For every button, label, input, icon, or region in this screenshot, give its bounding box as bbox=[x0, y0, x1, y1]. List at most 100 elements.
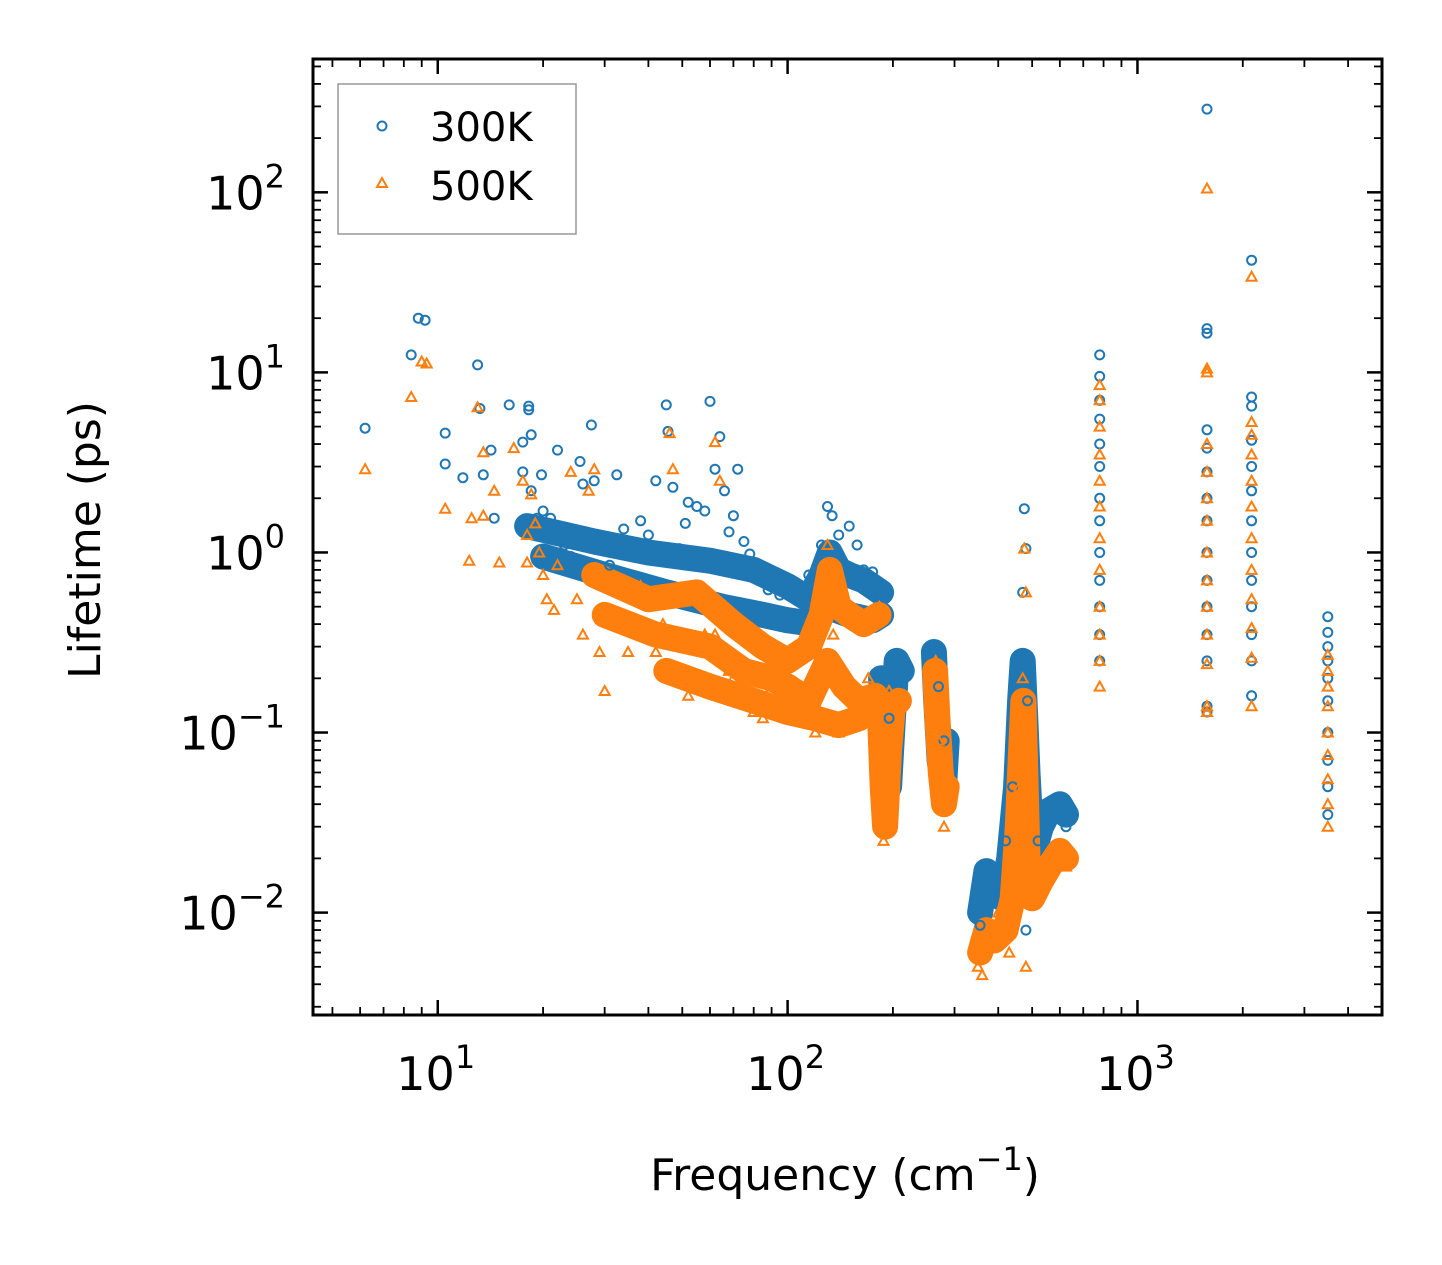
point-300k bbox=[1246, 400, 1258, 412]
point-300k bbox=[523, 400, 535, 412]
point-500k bbox=[1244, 269, 1259, 282]
point-300k bbox=[1094, 547, 1106, 558]
point-300k bbox=[1322, 611, 1334, 623]
point-500k bbox=[1321, 647, 1335, 660]
point-500k bbox=[666, 462, 680, 475]
series-500k bbox=[358, 181, 1335, 981]
point-300k bbox=[883, 712, 895, 724]
x-tick-label: 101 bbox=[396, 1038, 475, 1101]
point-500k bbox=[1321, 772, 1335, 785]
point-300k bbox=[1043, 809, 1055, 821]
point-500k bbox=[1017, 541, 1031, 554]
point-500k bbox=[690, 639, 704, 652]
point-500k bbox=[590, 562, 604, 575]
point-300k bbox=[577, 478, 589, 490]
y-tick-label: 10−2 bbox=[179, 878, 285, 941]
point-500k bbox=[929, 653, 943, 666]
point-500k bbox=[564, 464, 578, 477]
point-300k bbox=[1246, 629, 1258, 641]
point-300k bbox=[552, 444, 563, 456]
point-500k bbox=[507, 441, 521, 454]
point-300k bbox=[412, 312, 424, 324]
point-500k bbox=[520, 527, 534, 540]
tick-labels: 101 102 103 10−2 10−1 100 101 102 bbox=[179, 157, 1175, 1101]
point-500k bbox=[516, 473, 530, 486]
point-500k bbox=[1321, 699, 1335, 712]
y-tick-label: 10−1 bbox=[179, 698, 285, 761]
point-300k bbox=[1022, 695, 1033, 707]
point-500k bbox=[487, 483, 501, 496]
point-300k bbox=[738, 536, 750, 547]
point-300k bbox=[867, 566, 879, 578]
point-500k bbox=[1200, 599, 1214, 612]
point-500k bbox=[1200, 181, 1214, 194]
point-300k bbox=[691, 501, 703, 512]
point-500k bbox=[462, 553, 476, 566]
point-500k bbox=[536, 567, 550, 580]
point-300k bbox=[1020, 924, 1032, 936]
point-500k bbox=[656, 617, 670, 630]
point-300k bbox=[704, 395, 716, 407]
point-500k bbox=[1244, 592, 1259, 605]
point-500k bbox=[1200, 657, 1214, 670]
point-300k bbox=[660, 399, 672, 411]
point-300k bbox=[679, 517, 691, 529]
point-300k bbox=[1322, 809, 1334, 821]
point-500k bbox=[470, 400, 485, 413]
point-500k bbox=[1019, 585, 1033, 598]
point-500k bbox=[991, 905, 1005, 918]
dense-band-300k-0 bbox=[514, 513, 895, 613]
point-500k bbox=[1093, 562, 1107, 575]
point-500k bbox=[404, 389, 418, 402]
point-500k bbox=[633, 579, 648, 592]
point-300k bbox=[1032, 835, 1044, 847]
point-500k bbox=[582, 483, 596, 496]
point-300k bbox=[1246, 515, 1258, 527]
point-500k bbox=[547, 602, 561, 615]
point-300k bbox=[1000, 835, 1012, 847]
point-500k bbox=[726, 671, 741, 684]
point-300k bbox=[709, 463, 721, 475]
point-500k bbox=[1244, 699, 1259, 712]
point-300k bbox=[525, 429, 537, 441]
point-500k bbox=[1059, 859, 1073, 872]
point-300k bbox=[988, 880, 1000, 892]
point-300k bbox=[974, 919, 986, 931]
point-300k bbox=[642, 529, 654, 541]
point-500k bbox=[1093, 378, 1107, 391]
point-500k bbox=[1244, 447, 1259, 460]
point-300k bbox=[887, 649, 899, 661]
point-500k bbox=[1244, 650, 1259, 663]
x-axis-label: Frequency (cm−1) bbox=[650, 1140, 1040, 1201]
point-300k bbox=[618, 523, 630, 535]
point-300k bbox=[439, 427, 451, 439]
point-300k bbox=[723, 526, 735, 538]
point-500k bbox=[1321, 725, 1335, 738]
point-500k bbox=[492, 555, 506, 568]
point-500k bbox=[698, 627, 712, 640]
point-500k bbox=[1200, 545, 1214, 558]
point-300k bbox=[477, 469, 489, 481]
point-300k bbox=[1018, 503, 1030, 515]
point-500k bbox=[820, 537, 835, 550]
point-500k bbox=[937, 819, 951, 832]
point-300k bbox=[762, 584, 774, 596]
dense-band-500k-2 bbox=[653, 657, 872, 739]
point-500k bbox=[1200, 491, 1214, 504]
point-300k bbox=[419, 314, 431, 326]
point-300k bbox=[980, 861, 992, 873]
dense-band-500k-0 bbox=[581, 556, 892, 674]
point-300k bbox=[1094, 349, 1106, 361]
point-500k bbox=[1244, 473, 1259, 486]
point-300k bbox=[751, 572, 763, 584]
point-500k bbox=[1244, 414, 1259, 427]
point-500k bbox=[681, 688, 695, 701]
point-300k bbox=[588, 475, 600, 487]
point-300k bbox=[485, 444, 497, 456]
point-300k bbox=[1246, 434, 1258, 446]
point-300k bbox=[503, 399, 515, 411]
point-300k bbox=[1201, 424, 1213, 436]
point-300k bbox=[1094, 574, 1106, 586]
legend-marker-500k bbox=[375, 175, 389, 188]
point-500k bbox=[975, 968, 989, 981]
